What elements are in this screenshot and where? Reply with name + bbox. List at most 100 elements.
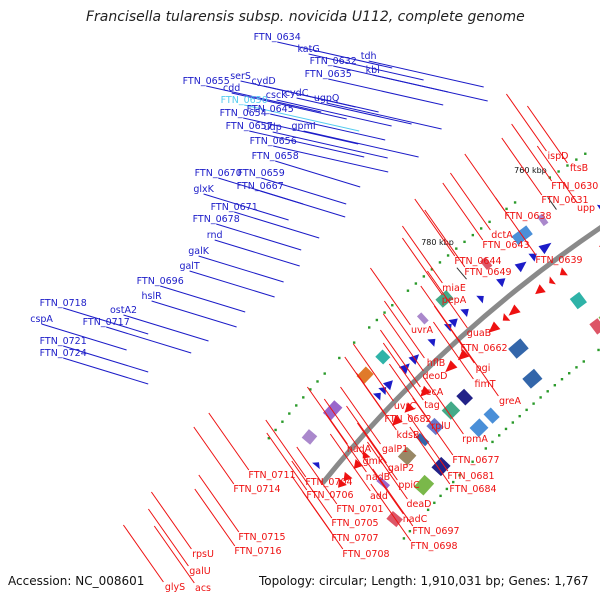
gene-label-left: FTN_0724	[40, 348, 87, 359]
gc-dot	[302, 396, 305, 399]
leader-line	[382, 342, 424, 401]
gene-label-right: FTN_0643	[482, 240, 529, 251]
gene-arrow	[559, 267, 568, 276]
gc-dot	[352, 341, 356, 344]
leader-line	[231, 92, 347, 120]
gene-label-left: katG	[297, 44, 319, 55]
leader-line	[153, 525, 195, 584]
gc-content-inner	[402, 348, 600, 540]
gene-label-left: kbl	[366, 65, 380, 76]
leader-line	[306, 386, 348, 445]
gc-dot	[438, 261, 442, 264]
gene-arrow	[378, 387, 387, 395]
gene-arrow	[445, 360, 458, 373]
gene-label-left: FTN_0696	[137, 276, 184, 287]
leader-line	[272, 131, 388, 159]
leader-line	[362, 456, 404, 515]
gene-arrow	[338, 478, 347, 488]
leader-line	[296, 446, 338, 505]
leader-line	[106, 326, 192, 354]
gene-label-left: rnd	[207, 230, 223, 241]
gene-label-leaders	[41, 41, 578, 584]
feature-block	[301, 429, 318, 445]
genome-backbone	[320, 225, 600, 485]
gc-dot	[471, 460, 474, 463]
leader-line	[263, 85, 379, 113]
leader-line	[333, 65, 449, 93]
gene-arrow	[457, 349, 470, 361]
leader-line	[275, 160, 361, 188]
gene-label-right: add	[370, 491, 388, 502]
tick-mark	[547, 197, 557, 210]
leader-line	[150, 491, 192, 550]
leader-line	[41, 323, 127, 351]
gene-label-right: FTN_0698	[410, 541, 457, 552]
gc-dot	[488, 220, 491, 224]
leader-line	[206, 85, 322, 113]
leader-line	[122, 524, 164, 583]
leader-line	[328, 78, 444, 106]
gc-dot	[584, 152, 587, 155]
leader-line	[414, 198, 456, 257]
gene-label-left: FTN_0717	[83, 317, 130, 328]
leader-line	[277, 41, 393, 69]
leader-line	[401, 237, 443, 296]
gene-label-right: FTN_0682	[384, 414, 431, 425]
leader-line	[505, 93, 547, 152]
feature-block	[537, 213, 549, 227]
gene-arrow	[528, 253, 537, 262]
backbone-arc	[320, 225, 600, 485]
gene-label-left: galT	[179, 261, 199, 272]
gene-label-right: upp	[577, 203, 595, 214]
gc-dot	[430, 268, 434, 271]
leader-line	[198, 255, 284, 283]
gene-label-left: galK	[188, 246, 209, 257]
leader-line	[501, 137, 543, 196]
gene-label-right: kdsB	[397, 430, 420, 441]
gc-dot	[484, 447, 488, 450]
tick-mark	[456, 267, 467, 280]
leader-line	[401, 225, 443, 284]
leader-line	[198, 474, 240, 533]
gene-arrow	[408, 354, 420, 365]
gene-arrow	[404, 402, 415, 413]
feature-block	[435, 289, 454, 308]
gene-arrow	[382, 380, 393, 391]
accession-text: Accession: NC_008601	[8, 574, 145, 588]
gene-label-right: pgi	[476, 363, 491, 374]
leader-line	[63, 307, 149, 335]
gc-dot	[479, 227, 483, 230]
gene-arrow	[496, 278, 506, 288]
gene-label-left: glxK	[193, 184, 214, 195]
gene-label-right: gmk	[363, 456, 384, 467]
cog-ring-inner	[386, 316, 600, 528]
leader-line	[352, 343, 394, 402]
leader-line	[151, 300, 237, 328]
gene-arrow	[443, 323, 452, 332]
feature-block	[426, 417, 444, 436]
gc-dot	[338, 356, 341, 360]
leader-line	[442, 182, 484, 241]
gene-label-right: rpmA	[462, 434, 488, 445]
gene-arrow	[398, 363, 410, 375]
gene-label-right: tag	[424, 400, 440, 411]
tick-label: 780 kbp	[421, 238, 454, 247]
gene-label-right: galP2	[388, 463, 414, 474]
gene-label-left: cspA	[30, 314, 53, 325]
gene-label-left: FTN_0654	[220, 108, 267, 119]
gene-label-left: FTN_0650	[221, 95, 268, 106]
gene-label-right: FTN_0706	[306, 490, 353, 501]
gene-label-left: gpmI	[292, 121, 316, 132]
gc-dot	[323, 372, 326, 375]
feature-block	[397, 446, 417, 466]
gc-dot	[368, 326, 371, 329]
gc-dot	[402, 537, 406, 540]
gene-label-right: FTN_0639	[535, 255, 582, 266]
leader-line	[495, 197, 537, 256]
gene-arrow	[508, 304, 521, 316]
gene-label-right: FTN_0715	[238, 532, 285, 543]
leader-line	[449, 172, 491, 231]
genome-title: Francisella tularensis subsp. novicida U…	[86, 9, 525, 25]
gene-label-right: pepA	[442, 295, 467, 306]
